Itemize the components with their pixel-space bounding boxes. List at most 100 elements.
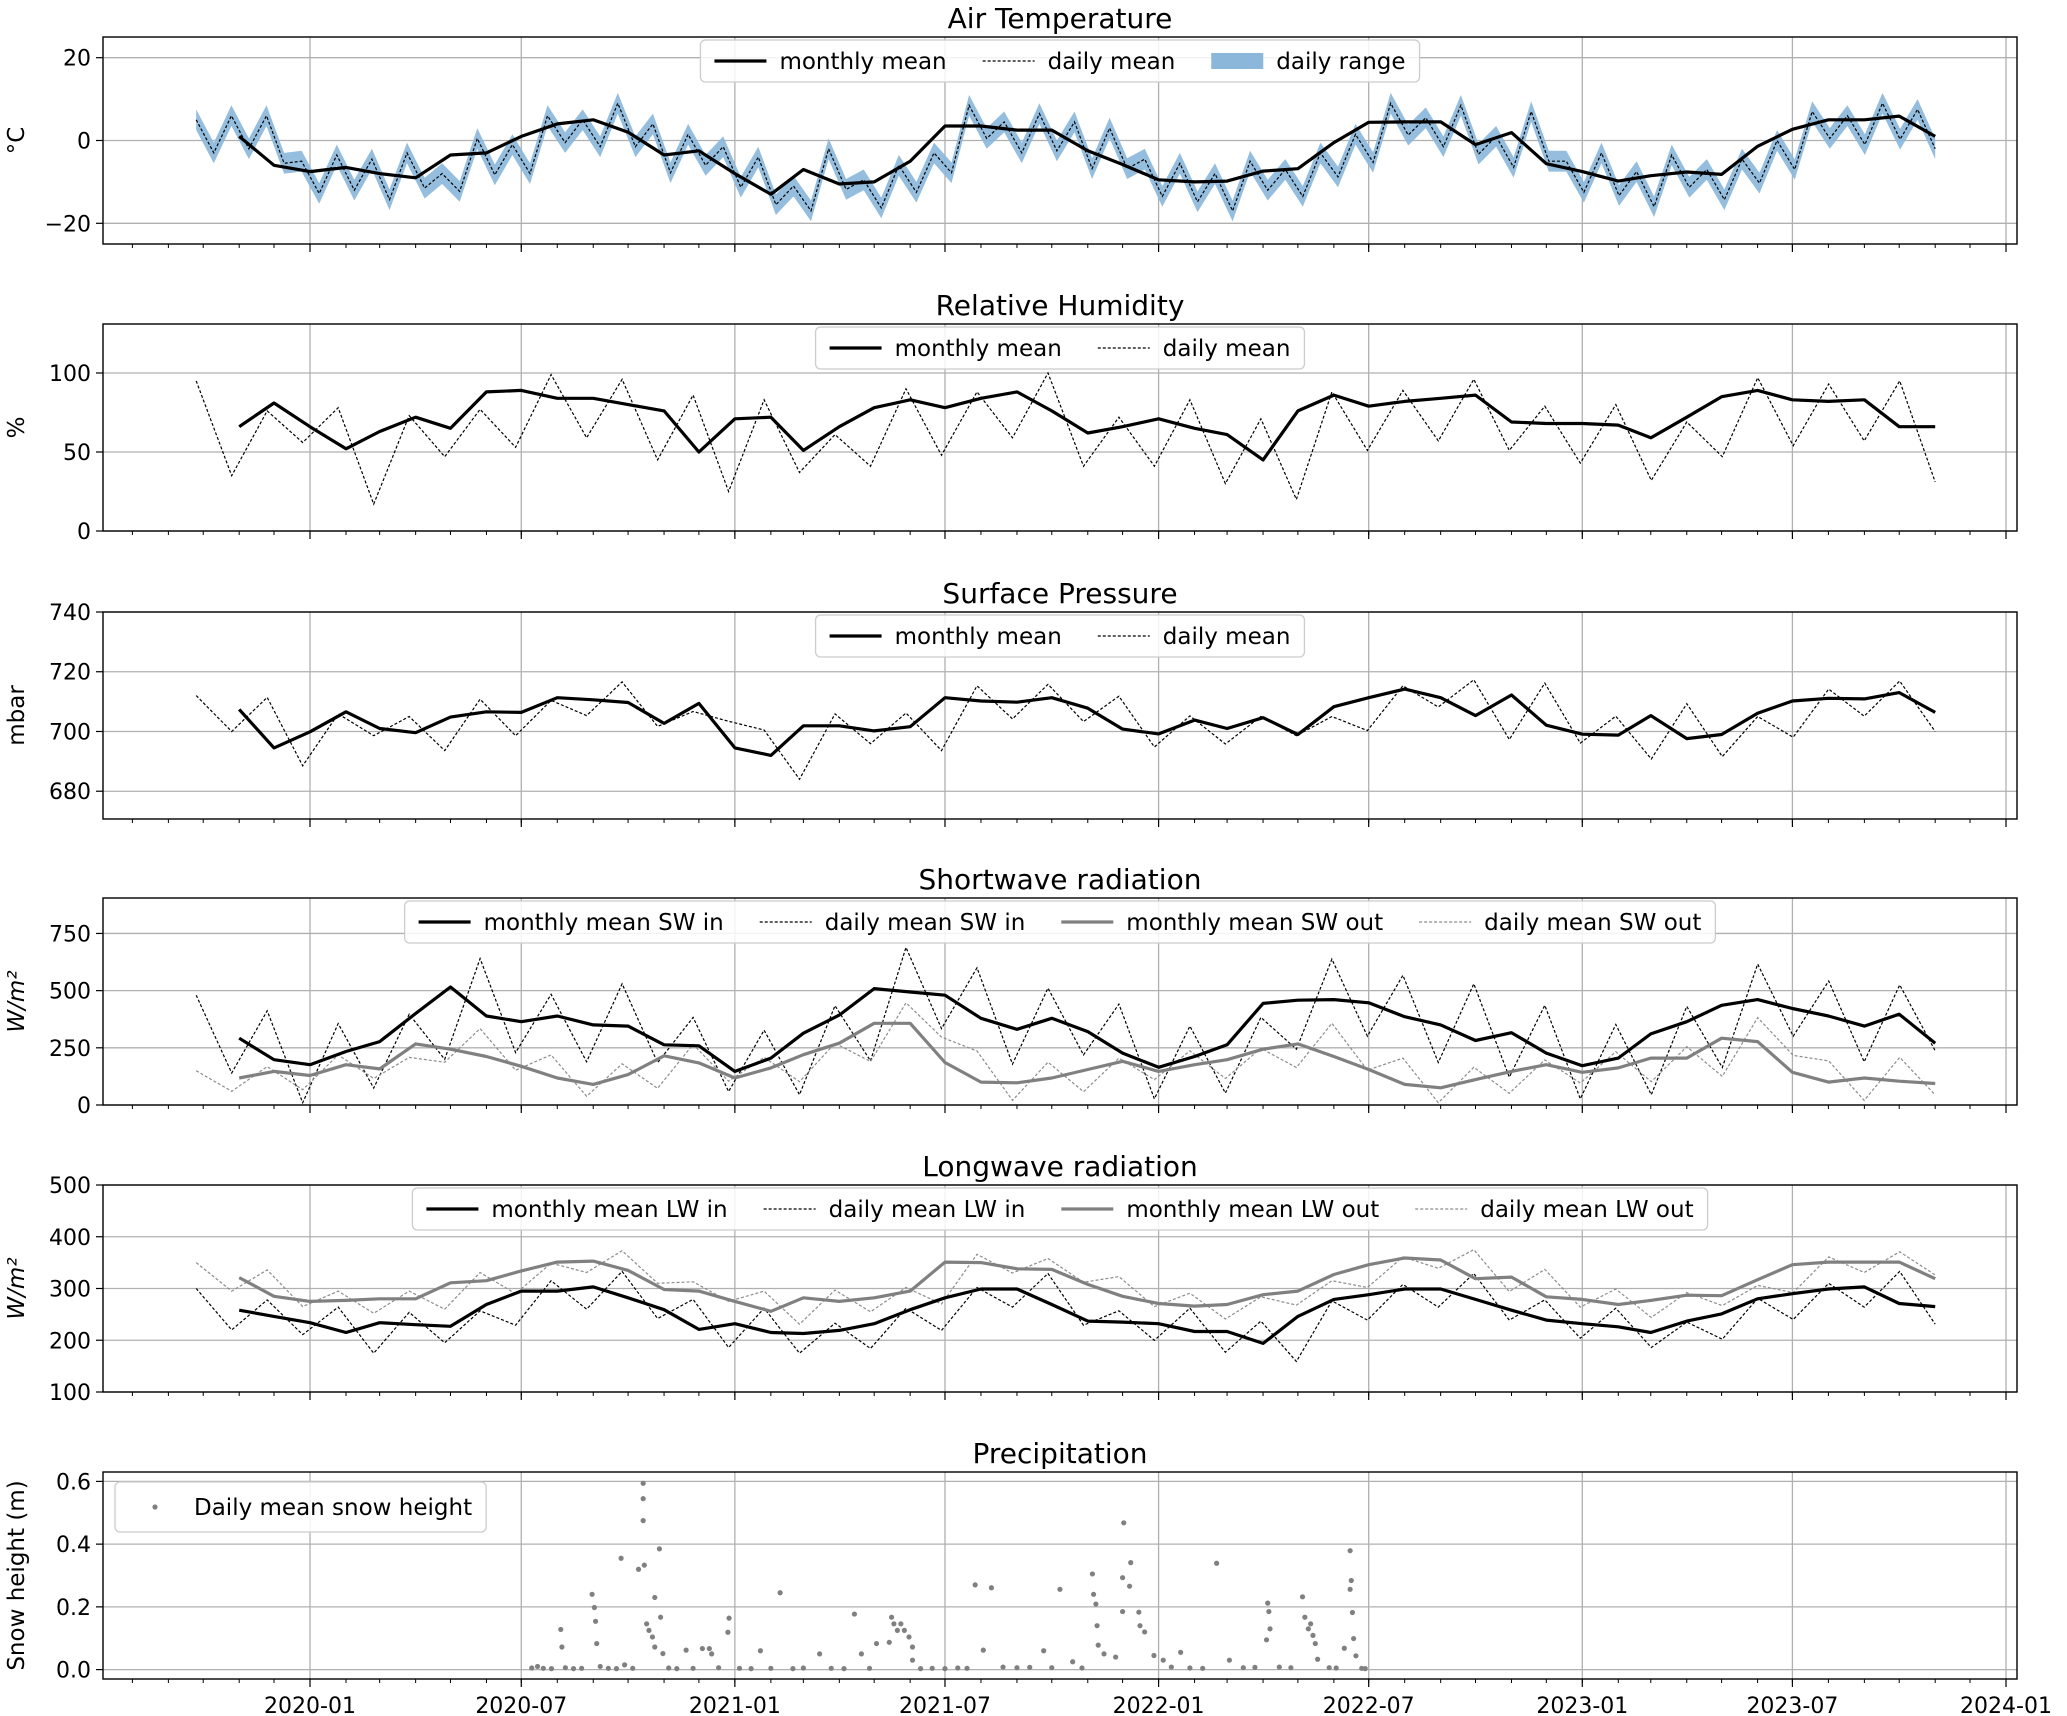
legend-item: monthly mean bbox=[829, 336, 1062, 362]
x-tick-label: 2022-01 bbox=[1113, 1694, 1205, 1716]
y-tick-label: 200 bbox=[49, 1329, 91, 1354]
panel-title: Precipitation bbox=[972, 1437, 1147, 1470]
snow-height-point bbox=[1094, 1623, 1100, 1629]
snow-height-point bbox=[1090, 1591, 1097, 1597]
snow-height-point bbox=[1093, 1601, 1099, 1607]
panel-5: 100 200 300 400 500 Longwave radiation W/m² mon… bbox=[4, 1150, 2018, 1406]
panel-title: Shortwave radiation bbox=[919, 863, 1202, 896]
snow-height-point bbox=[817, 1651, 823, 1657]
legend-label: daily mean LW out bbox=[1480, 1197, 1693, 1223]
series-monthly-mean-line bbox=[238, 388, 1936, 462]
y-tick-label: 400 bbox=[49, 1226, 91, 1251]
panel-3: 680 700 720 740 Surface Pressure mbar monthly … bbox=[4, 577, 2018, 827]
snow-height-point bbox=[618, 1555, 624, 1561]
snow-height-point bbox=[1119, 1575, 1126, 1581]
y-tick-label: 0.6 bbox=[56, 1470, 91, 1495]
panel-1: −20 0 20 Air Temperature °C monthly mean daily… bbox=[4, 2, 2018, 252]
legend-item: daily mean bbox=[1097, 624, 1291, 650]
snow-height-point bbox=[1014, 1665, 1020, 1671]
series-daily-mean-line bbox=[195, 371, 1936, 506]
series-daily-range-band bbox=[196, 92, 1936, 222]
snow-height-point bbox=[597, 1663, 603, 1670]
x-tick-label: 2022-07 bbox=[1323, 1694, 1415, 1716]
snow-height-point bbox=[1136, 1609, 1142, 1615]
legend-label: daily mean SW in bbox=[825, 910, 1026, 936]
snow-height-point bbox=[757, 1648, 764, 1654]
snow-height-point bbox=[621, 1662, 628, 1668]
legend: monthly mean daily mean daily range bbox=[699, 39, 1421, 83]
y-tick-label: 500 bbox=[49, 980, 91, 1005]
snow-height-point bbox=[988, 1585, 995, 1591]
snow-height-point bbox=[644, 1621, 650, 1627]
snow-height-point bbox=[1276, 1664, 1282, 1670]
y-tick-label: 100 bbox=[49, 1381, 91, 1406]
y-tick-label: 100 bbox=[49, 362, 91, 387]
snow-height-point bbox=[1288, 1665, 1294, 1671]
snow-height-point bbox=[1027, 1664, 1033, 1670]
snow-height-point bbox=[1041, 1648, 1047, 1654]
y-tick-label: 0.4 bbox=[56, 1533, 91, 1558]
snow-height-point bbox=[562, 1665, 568, 1671]
snow-height-point bbox=[1000, 1664, 1006, 1670]
legend-item: daily mean bbox=[1097, 336, 1290, 362]
legend-label: monthly mean SW in bbox=[484, 910, 724, 936]
panel-6: 0.0 0.2 0.4 0.6 2020-01 2020-07 2021-01 2021-07… bbox=[4, 1437, 2052, 1716]
legend-label: daily mean bbox=[1048, 49, 1176, 75]
snow-height-point bbox=[858, 1651, 865, 1657]
snow-height-point bbox=[699, 1645, 705, 1652]
snow-height-point bbox=[955, 1665, 961, 1671]
panel-title: Air Temperature bbox=[948, 2, 1173, 35]
snow-height-point bbox=[1351, 1635, 1357, 1642]
snow-height-point bbox=[534, 1663, 541, 1670]
snow-height-point bbox=[851, 1611, 858, 1617]
snow-height-point bbox=[652, 1644, 658, 1650]
legend-swatch-patch bbox=[1211, 53, 1264, 69]
snow-height-point bbox=[768, 1665, 774, 1671]
snow-height-point bbox=[1302, 1614, 1308, 1620]
snow-height-point bbox=[641, 1562, 647, 1568]
snow-height-point bbox=[591, 1604, 598, 1611]
snow-height-point bbox=[1095, 1642, 1101, 1648]
snow-height-point bbox=[1049, 1665, 1055, 1671]
snow-height-point bbox=[660, 1650, 666, 1657]
snow-height-point bbox=[674, 1666, 680, 1672]
snow-height-point bbox=[640, 1480, 646, 1486]
snow-height-point bbox=[1089, 1571, 1096, 1577]
y-axis-label: W/m² bbox=[4, 970, 30, 1032]
x-tick-label: 2021-01 bbox=[689, 1694, 781, 1716]
y-axis-label: % bbox=[4, 417, 30, 439]
snow-height-point bbox=[570, 1666, 577, 1672]
snow-height-point bbox=[1326, 1665, 1332, 1671]
snow-height-point bbox=[1240, 1665, 1246, 1671]
x-tick-label: 2020-01 bbox=[264, 1694, 356, 1716]
snow-height-point bbox=[1347, 1586, 1353, 1592]
snow-height-point bbox=[894, 1627, 900, 1633]
snow-height-point bbox=[886, 1639, 892, 1645]
snow-height-point bbox=[1349, 1609, 1356, 1616]
panel-4: 0 250 500 750 Shortwave radiation W/m² monthly… bbox=[4, 863, 2018, 1119]
snow-height-point bbox=[1252, 1664, 1258, 1670]
snow-height-point bbox=[635, 1566, 642, 1572]
series-daily-mean-sw-in-line bbox=[195, 945, 1936, 1105]
snow-height-point bbox=[690, 1665, 696, 1671]
panel-title: Longwave radiation bbox=[922, 1150, 1198, 1183]
snow-height-point bbox=[1315, 1656, 1321, 1662]
legend-label: daily mean bbox=[1163, 624, 1291, 650]
plot-area bbox=[195, 945, 1937, 1105]
y-tick-label: 680 bbox=[49, 780, 91, 805]
snow-height-point bbox=[579, 1665, 585, 1671]
y-tick-label: 0.2 bbox=[56, 1596, 91, 1621]
snow-height-point bbox=[1178, 1649, 1184, 1655]
y-tick-label: 0 bbox=[77, 130, 91, 155]
legend: monthly mean SW in daily mean SW in monthl… bbox=[403, 900, 1717, 944]
y-tick-label: 250 bbox=[49, 1037, 91, 1062]
snow-height-point bbox=[592, 1618, 599, 1624]
legend-box bbox=[699, 39, 1421, 83]
snow-height-point bbox=[1119, 1608, 1126, 1615]
legend-box bbox=[411, 1187, 1709, 1231]
snow-height-point bbox=[605, 1665, 611, 1671]
snow-height-point bbox=[828, 1665, 834, 1671]
snow-height-point bbox=[866, 1665, 873, 1671]
legend-item: monthly mean LW in bbox=[426, 1197, 728, 1223]
